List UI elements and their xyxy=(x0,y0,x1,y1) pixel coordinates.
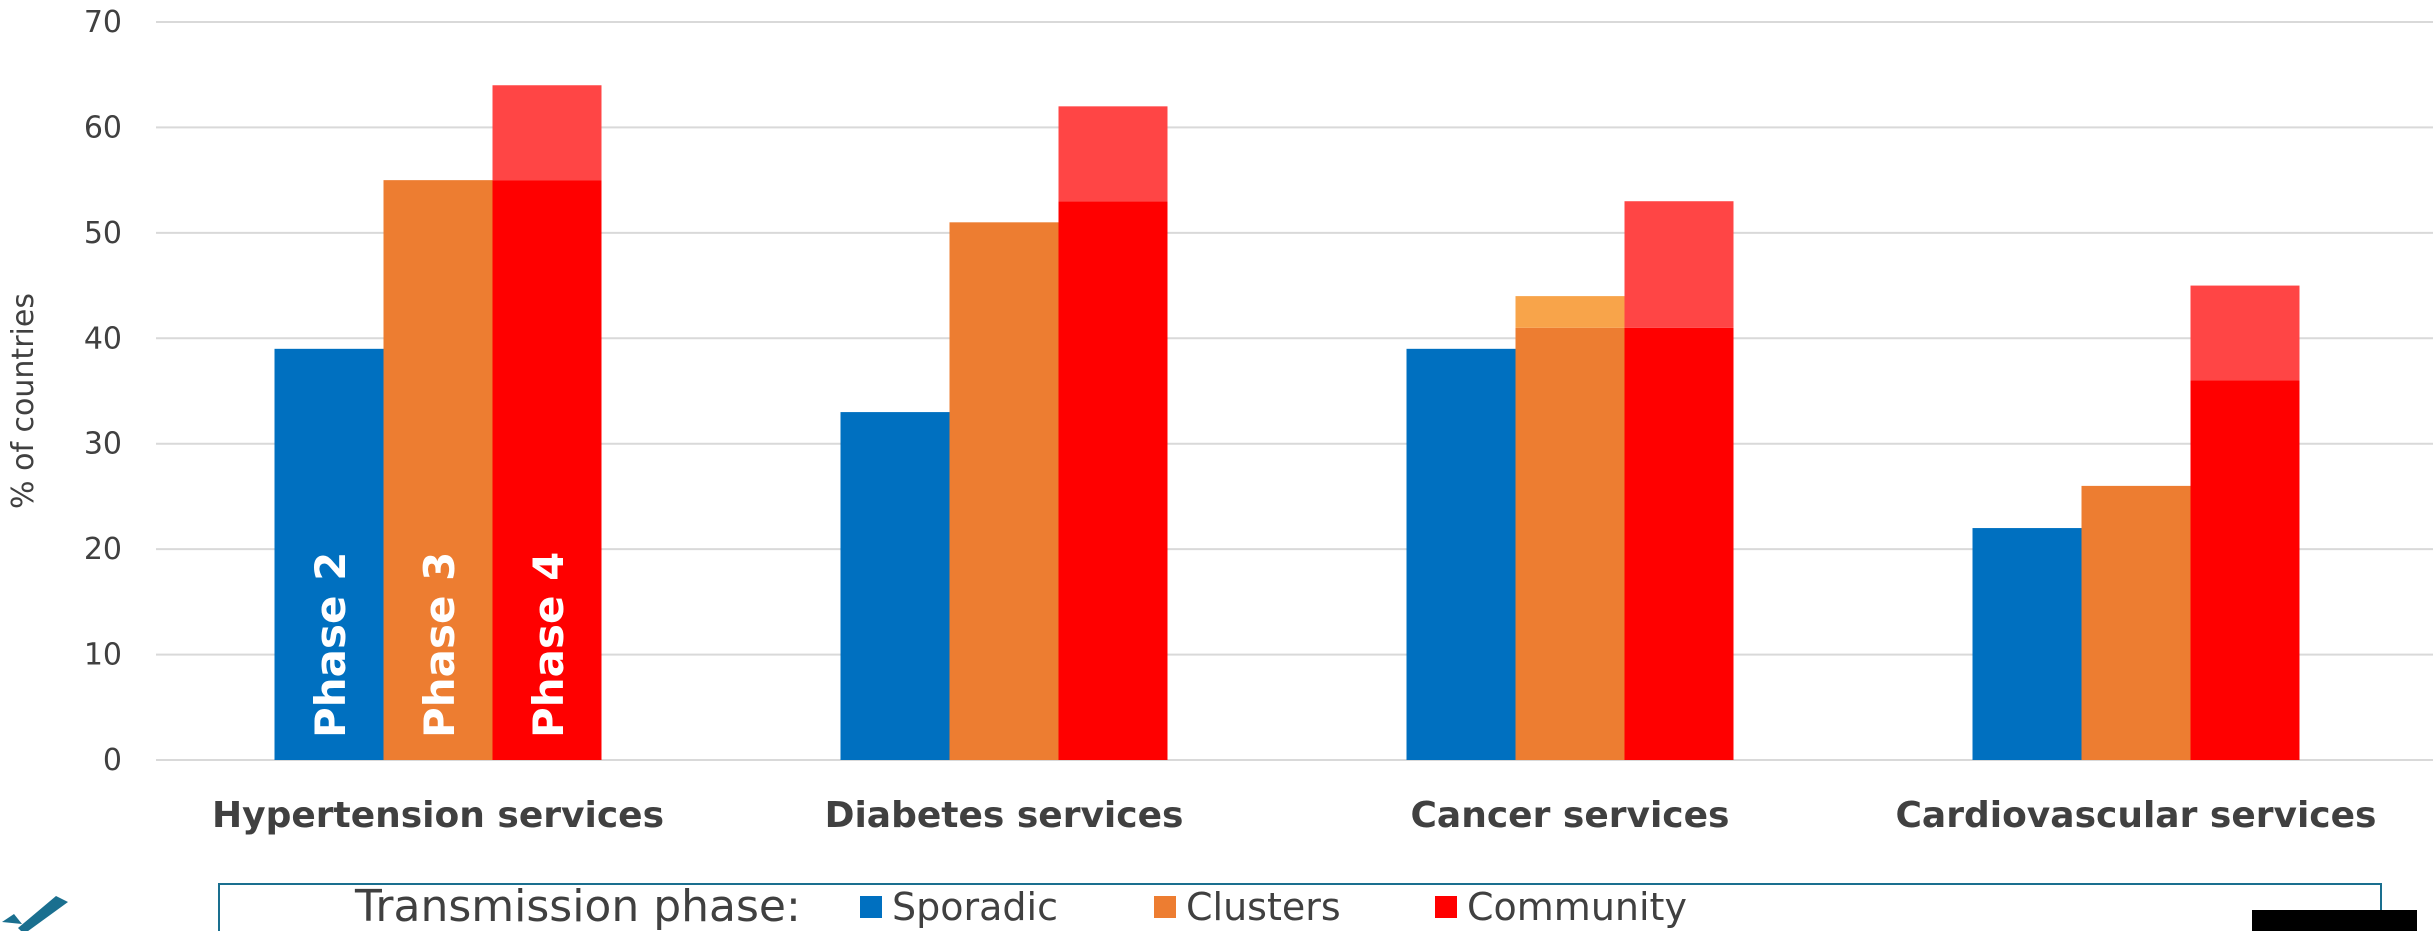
y-tick-label-30: 30 xyxy=(84,427,122,462)
bar-extra-clusters-cancer-services xyxy=(1515,296,1625,328)
bar-clusters-cancer-services xyxy=(1515,327,1625,760)
bar-series xyxy=(274,85,2300,761)
bar-extra-community-hypertension-services xyxy=(492,85,602,181)
phase-label-phase-4: Phase 4 xyxy=(524,552,573,738)
x-category-label-cardiovascular-services: Cardiovascular services xyxy=(1896,795,2377,836)
y-tick-label-40: 40 xyxy=(84,321,122,356)
legend-label-clusters: Clusters xyxy=(1186,885,1341,929)
phase-label-phase-3: Phase 3 xyxy=(415,552,464,738)
y-axis-label: % of countries xyxy=(6,293,41,509)
y-tick-label-10: 10 xyxy=(84,638,122,673)
bar-community-diabetes-services xyxy=(1058,201,1168,760)
legend-item-clusters: Clusters xyxy=(1154,885,1341,929)
x-category-label-diabetes-services: Diabetes services xyxy=(825,795,1184,836)
y-tick-label-70: 70 xyxy=(84,5,122,40)
bar-extra-community-diabetes-services xyxy=(1058,106,1168,202)
bar-sporadic-cancer-services xyxy=(1406,348,1516,760)
phase-label-phase-2: Phase 2 xyxy=(306,552,355,738)
legend-item-sporadic: Sporadic xyxy=(860,885,1058,929)
corner-edge xyxy=(2415,910,2433,931)
bar-sporadic-hypertension-services xyxy=(274,348,384,760)
legend-title: Transmission phase: xyxy=(355,881,801,932)
legend-swatch-sporadic xyxy=(860,896,882,918)
legend-swatch-community xyxy=(1435,896,1457,918)
bar-sporadic-diabetes-services xyxy=(840,412,950,760)
bar-clusters-hypertension-services xyxy=(383,180,493,761)
bar-clusters-diabetes-services xyxy=(949,222,1059,761)
legend-label-community: Community xyxy=(1467,885,1687,929)
bar-extra-community-cancer-services xyxy=(1624,201,1734,328)
bar-clusters-cardiovascular-services xyxy=(2081,485,2191,760)
legend-label-sporadic: Sporadic xyxy=(892,885,1058,929)
bar-community-hypertension-services xyxy=(492,180,602,761)
x-category-label-hypertension-services: Hypertension services xyxy=(212,795,664,836)
legend-swatch-clusters xyxy=(1154,896,1176,918)
bar-extra-community-cardiovascular-services xyxy=(2190,285,2300,381)
y-tick-label-0: 0 xyxy=(103,743,122,778)
corner-box xyxy=(2252,910,2415,931)
legend-item-community: Community xyxy=(1435,885,1687,929)
category-labels: Hypertension services Diabetes services Ca… xyxy=(212,795,2377,836)
bar-community-cancer-services xyxy=(1624,327,1734,760)
bar-sporadic-cardiovascular-services xyxy=(1972,528,2082,760)
y-tick-label-20: 20 xyxy=(84,532,122,567)
checkmark-logo-icon xyxy=(2,896,68,931)
y-tick-label-60: 60 xyxy=(84,110,122,145)
bar-community-cardiovascular-services xyxy=(2190,380,2300,760)
x-category-label-cancer-services: Cancer services xyxy=(1411,795,1730,836)
phase-labels: Phase 2 Phase 3 Phase 4 xyxy=(306,552,573,738)
y-tick-label-50: 50 xyxy=(84,216,122,251)
y-axis-ticks: 0 10 20 30 40 50 60 70 xyxy=(84,5,122,778)
legend: Transmission phase: Sporadic Clusters Co… xyxy=(218,881,2382,932)
